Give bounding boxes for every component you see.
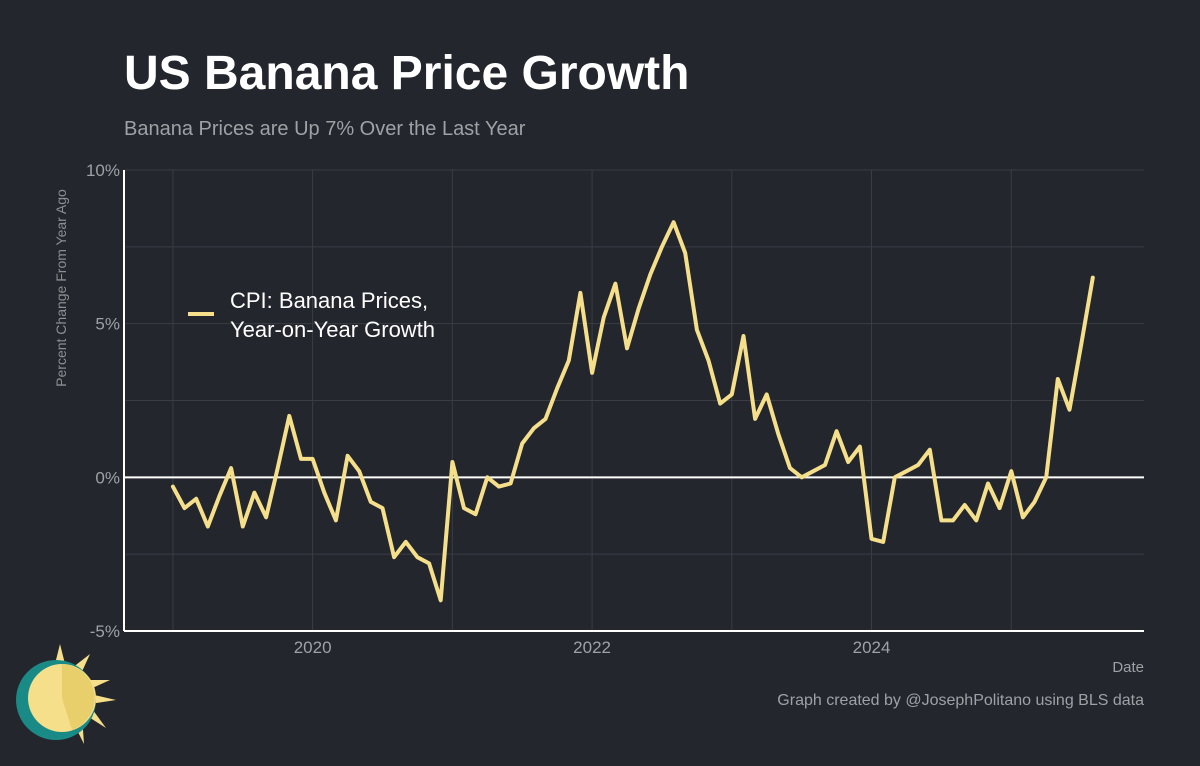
x-axis-label: Date — [1112, 659, 1144, 676]
sun-logo-icon — [16, 644, 116, 744]
chart-subtitle: Banana Prices are Up 7% Over the Last Ye… — [124, 118, 526, 140]
y-tick-label: -5% — [90, 622, 120, 641]
y-tick-label: 10% — [86, 161, 120, 180]
series-layer — [170, 220, 1095, 603]
y-tick-label: 0% — [95, 468, 120, 487]
x-tick-label: 2022 — [573, 638, 611, 657]
tick-labels: -5% 0% 5% 10% 2020 2022 2024 — [86, 161, 890, 657]
credit-text: Graph created by @JosephPolitano using B… — [777, 692, 1144, 709]
legend-label-line-1: CPI: Banana Prices, — [230, 288, 428, 313]
legend-label-line-2: Year-on-Year Growth — [230, 317, 435, 342]
x-tick-label: 2024 — [853, 638, 891, 657]
y-tick-label: 5% — [95, 315, 120, 334]
x-tick-label: 2020 — [294, 638, 332, 657]
axes — [123, 170, 1144, 632]
series-line-banana-cpi — [170, 220, 1095, 603]
legend: CPI: Banana Prices, Year-on-Year Growth — [188, 288, 435, 342]
y-axis-label: Percent Change From Year Ago — [53, 189, 69, 387]
grid-lines — [124, 169, 1144, 631]
chart-title: US Banana Price Growth — [124, 47, 690, 100]
